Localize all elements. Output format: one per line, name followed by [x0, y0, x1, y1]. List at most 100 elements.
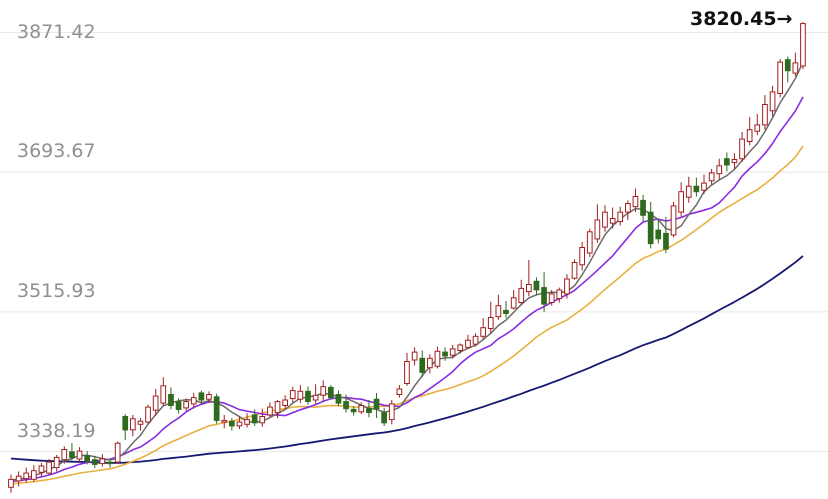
candle-body	[251, 414, 258, 424]
candle-body	[137, 420, 144, 425]
candle-up	[800, 22, 806, 70]
candle-body	[23, 472, 30, 480]
candle-body	[130, 418, 136, 431]
candle-body	[449, 348, 456, 356]
candle-body	[769, 91, 776, 112]
last-price-annotation: 3820.45→	[690, 8, 792, 30]
candle-up	[282, 395, 288, 410]
candle-body	[678, 191, 684, 213]
candle-body	[564, 278, 570, 295]
candle-up	[259, 408, 266, 427]
candle-body	[731, 159, 738, 164]
candle-down	[693, 177, 700, 197]
candle-up	[114, 441, 121, 464]
candle-down	[229, 418, 235, 431]
candle-up	[31, 465, 37, 482]
candle-body	[548, 293, 555, 303]
candle-down	[175, 398, 182, 414]
candle-up	[404, 352, 410, 386]
candle-body	[350, 408, 357, 413]
candle-up	[625, 200, 631, 221]
candle-up	[61, 446, 68, 464]
candle-up	[388, 399, 395, 425]
candle-up	[762, 95, 768, 130]
candle-body	[625, 203, 631, 213]
candle-up	[777, 58, 783, 98]
candle-body	[312, 394, 319, 401]
candle-down	[724, 152, 730, 172]
y-tick-label: 3515.93	[17, 280, 96, 302]
ma20-line	[10, 145, 804, 485]
candle-up	[487, 301, 494, 334]
candle-body	[160, 385, 167, 404]
candle-body	[777, 61, 783, 94]
candle-body	[586, 231, 593, 254]
candle-up	[53, 454, 60, 472]
candle-body	[655, 229, 662, 240]
candle-up	[206, 391, 212, 404]
candle-down	[366, 399, 372, 418]
candle-body	[198, 392, 205, 401]
y-tick-label: 3338.19	[17, 420, 96, 442]
candle-up	[457, 343, 464, 354]
candle-body	[8, 478, 14, 488]
candle-down	[640, 194, 646, 222]
candle-up	[510, 289, 517, 310]
candle-body	[46, 461, 52, 474]
y-tick-label: 3871.42	[17, 21, 96, 43]
candle-body	[526, 284, 532, 293]
candle-body	[419, 357, 426, 373]
candle-down	[91, 455, 98, 469]
candle-down	[335, 390, 342, 407]
candle-body	[168, 394, 174, 406]
candle-body	[746, 129, 753, 142]
candle-body	[670, 205, 677, 236]
candle-up	[130, 414, 136, 437]
candle-body	[373, 398, 380, 410]
candles	[8, 22, 806, 493]
candle-body	[289, 390, 296, 400]
candle-body	[221, 419, 228, 423]
candle-up	[244, 413, 250, 428]
candle-body	[328, 386, 334, 399]
candle-up	[586, 228, 593, 257]
candle-up	[526, 260, 532, 297]
candle-body	[396, 388, 403, 395]
candle-body	[792, 62, 799, 74]
candle-up	[754, 113, 761, 136]
candle-body	[114, 442, 121, 463]
candle-body	[503, 309, 509, 314]
candle-body	[556, 289, 563, 300]
ma5-line	[10, 61, 804, 481]
candle-down	[663, 216, 669, 254]
candle-down	[328, 385, 334, 400]
candle-body	[76, 450, 83, 460]
candle-up	[411, 347, 418, 366]
candle-body	[152, 395, 159, 411]
candle-down	[122, 414, 129, 441]
candle-body	[183, 401, 190, 409]
candle-body	[282, 399, 288, 406]
candle-body	[533, 280, 540, 291]
candle-body	[61, 449, 68, 461]
candle-body	[617, 211, 624, 223]
candle-up	[465, 334, 471, 349]
candle-body	[274, 401, 281, 414]
candle-up	[267, 402, 273, 418]
candle-body	[335, 394, 342, 404]
candle-body	[175, 401, 182, 411]
candle-body	[267, 406, 273, 416]
candle-body	[411, 351, 418, 361]
candle-body	[259, 416, 266, 424]
candle-body	[381, 412, 387, 424]
candle-body	[602, 211, 608, 228]
candle-up	[427, 354, 433, 374]
candle-up	[495, 294, 502, 320]
candle-up	[792, 52, 799, 77]
candle-up	[739, 132, 745, 162]
candle-up	[137, 418, 144, 431]
candle-body	[480, 327, 486, 337]
candle-up	[602, 205, 608, 232]
candle-body	[15, 475, 22, 482]
candle-down	[213, 393, 220, 424]
